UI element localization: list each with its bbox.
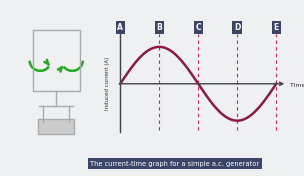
Text: Induced current (A): Induced current (A) [105,57,110,110]
Text: A: A [117,23,123,32]
Text: The current-time graph for a simple a.c. generator: The current-time graph for a simple a.c.… [90,161,259,167]
Text: C: C [195,23,201,32]
Text: B: B [156,23,162,32]
Text: D: D [234,23,240,32]
FancyBboxPatch shape [38,119,74,134]
Text: Time (s): Time (s) [290,83,304,88]
Text: E: E [274,23,279,32]
